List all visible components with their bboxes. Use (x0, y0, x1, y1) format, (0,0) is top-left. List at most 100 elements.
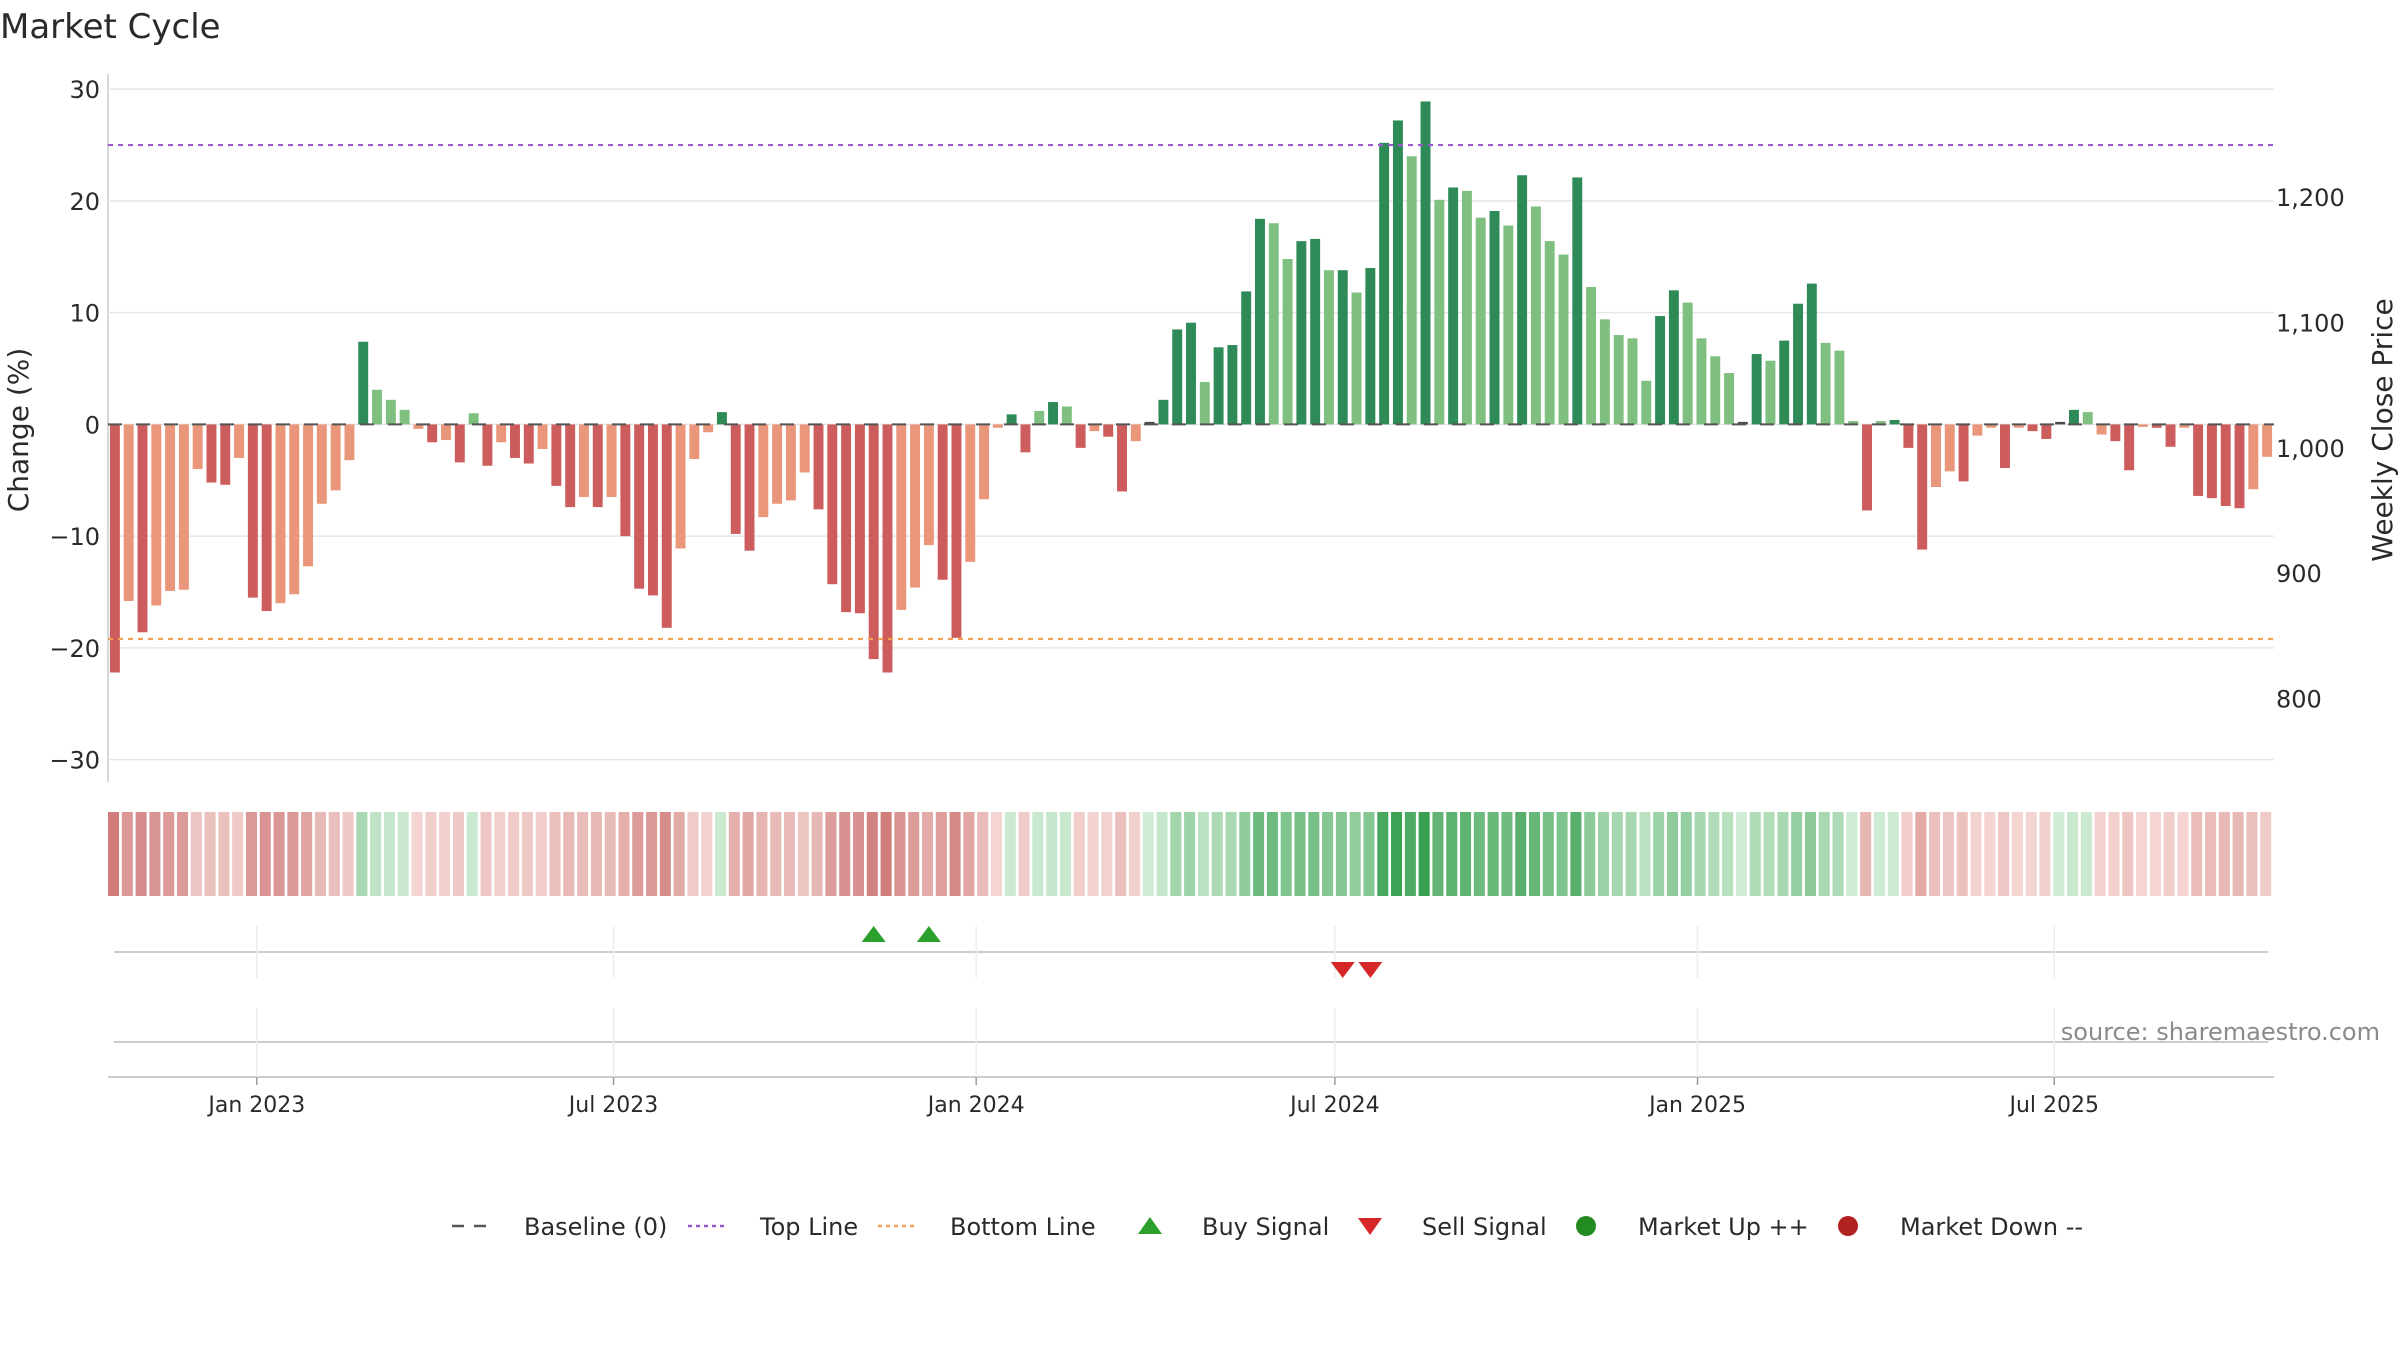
bar (565, 424, 576, 508)
bar (2124, 424, 2135, 471)
heat-cell (1666, 812, 1679, 896)
bar (496, 424, 507, 443)
heat-cell (397, 812, 409, 896)
bar (2193, 424, 2204, 496)
bar (606, 424, 617, 498)
bar (1530, 206, 1541, 425)
bar (1337, 270, 1348, 425)
heat-cell (921, 812, 934, 896)
legend: Baseline (0) Top Line Bottom Line Buy Signa… (452, 1213, 2083, 1241)
bar (1048, 402, 1058, 425)
bar (675, 424, 686, 549)
heat-cell (2011, 812, 2023, 896)
heat-cell (2163, 812, 2175, 896)
legend-label: Top Line (759, 1213, 858, 1241)
bar (2082, 412, 2093, 425)
heat-cell (618, 812, 630, 896)
heat-cell (1253, 812, 1265, 896)
bar (1972, 424, 1983, 436)
heat-cell (1322, 812, 1334, 896)
heat-cell (2080, 812, 2092, 896)
legend-item: Buy Signal (1138, 1213, 1329, 1241)
bar (192, 424, 203, 470)
heat-cell (1584, 812, 1596, 896)
heat-cell (1046, 812, 1058, 896)
x-axis: Jan 2023 Jul 2023 Jan 2024 Jul 2024 Jan 2025… (206, 1077, 2099, 1118)
y-tick-label: 30 (69, 76, 100, 104)
bar (1710, 356, 1721, 425)
bar (1420, 101, 1431, 425)
bar (1668, 290, 1679, 425)
bar (482, 424, 493, 466)
bar (1848, 421, 1859, 425)
heat-cell (1818, 812, 1830, 896)
bar (799, 424, 810, 473)
legend-item: Sell Signal (1358, 1213, 1547, 1241)
heat-cell (2053, 812, 2065, 896)
heat-cell (577, 812, 589, 896)
heat-cell (1570, 812, 1582, 896)
heat-cell (1929, 812, 1941, 896)
y-tick-label: 0 (85, 411, 100, 439)
bar (2151, 424, 2162, 428)
heat-cell (218, 812, 230, 896)
y-tick-label: 20 (69, 188, 100, 216)
heat-cell (1446, 812, 1458, 896)
sell-signal-marker (1330, 962, 1355, 978)
heat-cell (2218, 812, 2230, 896)
heat-cell (1473, 812, 1485, 896)
heat-cell (1073, 812, 1085, 896)
heat-cell (784, 812, 796, 896)
bar (316, 424, 327, 504)
heat-cell (1335, 812, 1347, 896)
heat-cell (977, 812, 989, 896)
heat-cell (452, 812, 464, 896)
heat-cell (1984, 812, 1996, 896)
bar (1365, 267, 1376, 425)
heat-cell (1970, 812, 1982, 896)
heat-cell (1280, 812, 1292, 896)
heat-cell (1128, 812, 1140, 896)
bar (165, 424, 176, 591)
heat-cell (1611, 812, 1623, 896)
bar (206, 424, 217, 483)
heat-cell (1142, 812, 1154, 896)
heat-cell (1032, 812, 1044, 896)
heat-cell (1763, 812, 1775, 896)
legend-item: Market Down -- (1838, 1213, 2083, 1241)
bar (2165, 424, 2176, 447)
bar (1406, 156, 1417, 425)
bar (1544, 241, 1555, 425)
reference-lines (108, 143, 2274, 641)
heat-cell (2108, 812, 2120, 896)
bar (868, 424, 879, 660)
heat-cell (1694, 812, 1706, 896)
heat-cell (2025, 812, 2037, 896)
heat-cell (604, 812, 616, 896)
bar (330, 424, 341, 491)
bar (551, 424, 562, 486)
heat-cell (632, 812, 644, 896)
y-tick-label: −30 (49, 747, 100, 775)
heat-cell (825, 812, 837, 896)
legend-sell-triangle-icon (1358, 1218, 1382, 1235)
bar (1696, 338, 1707, 425)
heat-cell (563, 812, 575, 896)
bar (1255, 218, 1265, 425)
heat-cell (342, 812, 354, 896)
legend-label: Buy Signal (1202, 1213, 1329, 1241)
bar (1765, 360, 1776, 425)
heat-cell (2039, 812, 2051, 896)
bar (1144, 421, 1155, 425)
heat-cell (287, 812, 299, 896)
bar (523, 424, 534, 464)
heat-cell (1942, 812, 1954, 896)
bar (1682, 302, 1693, 425)
bar (1186, 322, 1196, 425)
bar (454, 424, 465, 463)
y-tick-label: −10 (49, 523, 100, 551)
legend-label: Market Down -- (1900, 1213, 2083, 1241)
bar (1572, 177, 1583, 425)
bar (1434, 199, 1445, 425)
